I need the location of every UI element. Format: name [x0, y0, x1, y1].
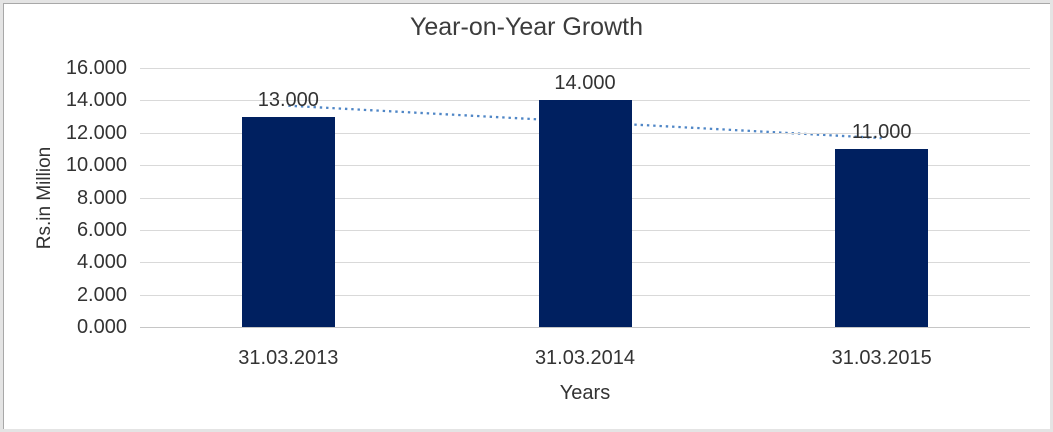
x-axis-tick-label: 31.03.2013 [238, 347, 339, 369]
y-axis-tick-label: 4.000 [76, 251, 127, 273]
bar [835, 148, 929, 327]
y-axis-tick-label: 12.000 [65, 122, 127, 144]
y-axis-tick-label: 2.000 [76, 284, 127, 306]
bar-data-label: 14.000 [554, 72, 616, 95]
y-axis-tick-label: 14.000 [65, 89, 127, 111]
y-axis-tick-label: 8.000 [76, 187, 127, 209]
bar [241, 116, 335, 327]
y-axis-tick-label: 0.000 [76, 316, 127, 338]
gridline [140, 68, 1030, 69]
bar [538, 100, 632, 327]
gridline [140, 327, 1030, 328]
bar-data-label: 11.000 [851, 120, 912, 143]
bar-data-label: 13.000 [257, 88, 319, 111]
x-axis-title: Years [559, 382, 611, 404]
y-axis-title: Rs.in Million [34, 146, 55, 250]
y-axis-tick-label: 10.000 [65, 154, 127, 176]
y-axis-tick-label: 6.000 [76, 219, 127, 241]
y-axis-tick-label: 16.000 [65, 57, 127, 79]
x-axis-tick-label: 31.03.2015 [831, 347, 932, 369]
chart-title: Year-on-Year Growth [409, 13, 643, 41]
x-axis-tick-label: 31.03.2014 [534, 347, 636, 369]
